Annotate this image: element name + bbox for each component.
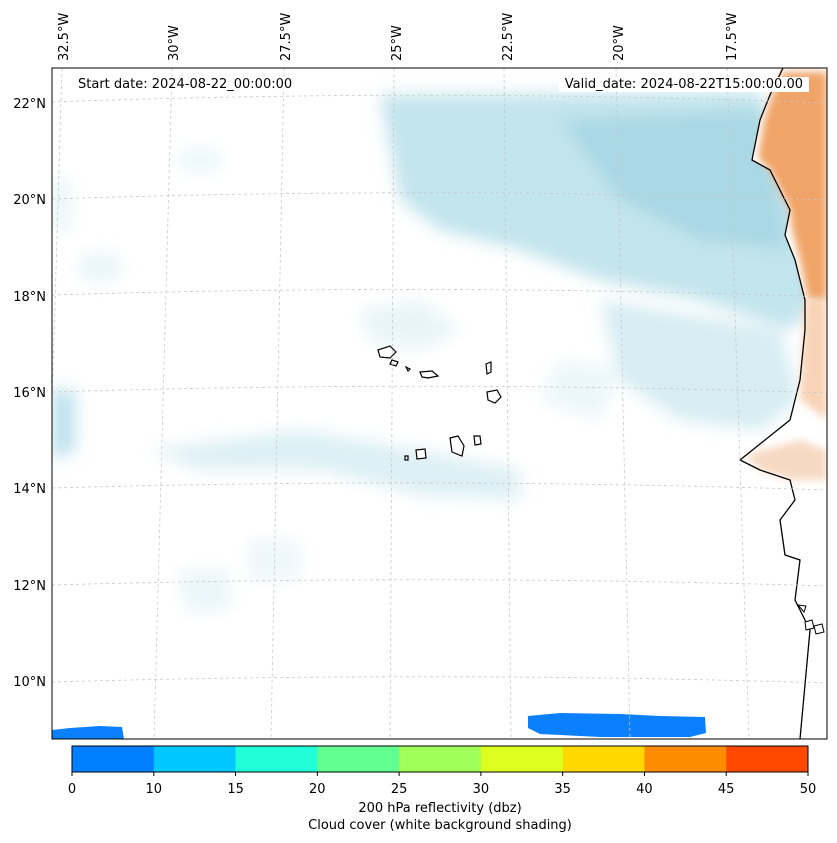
lon-label-17-5w: 17.5°W <box>725 12 740 61</box>
land-shading-mid <box>800 300 827 420</box>
lon-label-20w: 20°W <box>612 25 627 61</box>
cape-verde-islands <box>377 345 502 461</box>
colorbar-segment-7 <box>644 746 727 772</box>
lat-label-18n: 18°N <box>13 290 46 305</box>
land-shading-senegal <box>745 440 827 480</box>
lat-label-22n: 22°N <box>13 97 46 112</box>
lat-label-14n: 14°N <box>13 482 46 497</box>
lat-label-20n: 20°N <box>13 193 46 208</box>
valid-date: Valid_date: 2024-08-22T15:00:00.00 <box>558 77 809 92</box>
colorbar <box>71 745 809 776</box>
bissagos-islands <box>796 604 825 635</box>
cbar-tick-25: 25 <box>390 782 408 797</box>
colorbar-segment-3 <box>317 746 400 772</box>
cbar-tick-10: 10 <box>145 782 163 797</box>
lon-label-32-5w: 32.5°W <box>57 12 72 61</box>
lon-label-30w: 30°W <box>167 25 182 61</box>
lat-label-10n: 10°N <box>13 675 46 690</box>
colorbar-label: 200 hPa reflectivity (dbz) <box>358 801 522 816</box>
colorbar-segment-4 <box>399 746 482 772</box>
cbar-tick-45: 45 <box>717 782 735 797</box>
cbar-tick-0: 0 <box>67 782 77 797</box>
graticule <box>52 68 827 739</box>
cbar-tick-15: 15 <box>227 782 244 797</box>
start-date: Start date: 2024-08-22_00:00:00 <box>72 77 299 92</box>
colorbar-frame <box>71 745 809 773</box>
lon-label-25w: 25°W <box>390 25 405 61</box>
cbar-tick-50: 50 <box>799 782 817 797</box>
colorbar-segment-2 <box>235 746 318 772</box>
desert-shading <box>758 72 827 300</box>
cbar-tick-20: 20 <box>309 782 326 797</box>
colorbar-segment-1 <box>153 746 237 772</box>
cbar-tick-40: 40 <box>636 782 653 797</box>
lat-label-16n: 16°N <box>13 386 46 401</box>
colorbar-segment-6 <box>562 746 645 772</box>
reflectivity-patches <box>52 713 706 739</box>
map-frame <box>51 67 828 740</box>
colorbar-segment-8 <box>726 746 809 772</box>
lon-label-22-5w: 22.5°W <box>501 12 516 61</box>
cbar-tick-30: 30 <box>472 782 490 797</box>
colorbar-segment-5 <box>480 746 564 772</box>
cloud-cover-shading <box>52 92 820 610</box>
coastline <box>738 68 811 739</box>
lon-label-27-5w: 27.5°W <box>279 12 294 61</box>
colorbar-sublabel: Cloud cover (white background shading) <box>308 818 572 833</box>
cbar-tick-35: 35 <box>554 782 571 797</box>
colorbar-segment-0 <box>72 746 155 772</box>
lat-label-12n: 12°N <box>13 579 46 594</box>
